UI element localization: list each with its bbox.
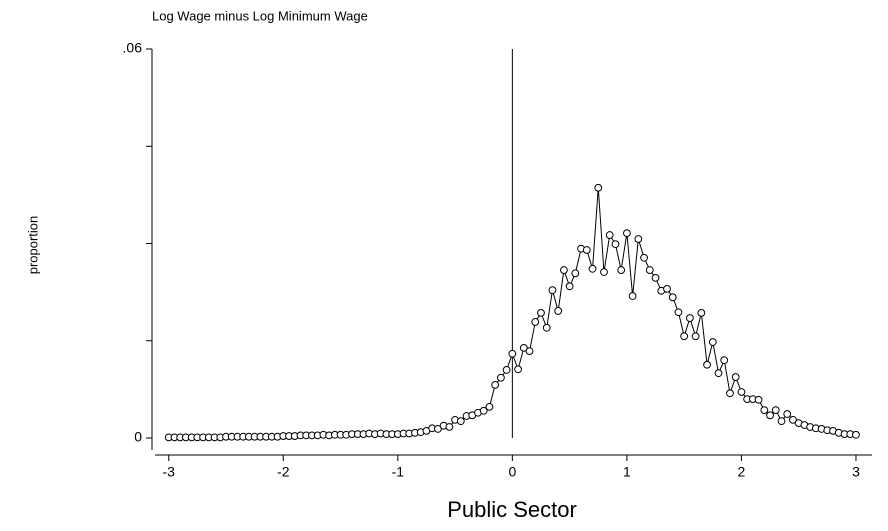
y-tick-label: .06 <box>123 40 143 56</box>
data-point <box>640 253 648 262</box>
data-point <box>789 415 797 424</box>
x-tick-label: 0 <box>508 464 516 480</box>
data-point <box>622 229 631 238</box>
x-tick-label: -3 <box>163 464 176 480</box>
data-point <box>485 402 494 411</box>
data-point <box>434 425 442 433</box>
x-tick-label: -2 <box>277 464 290 480</box>
data-point <box>714 369 723 378</box>
data-point <box>445 423 454 431</box>
data-point <box>766 411 774 420</box>
data-point <box>514 365 522 374</box>
data-point <box>502 366 511 374</box>
data-point <box>600 268 608 276</box>
data-point <box>548 286 557 295</box>
data-point <box>777 417 786 426</box>
x-tick-label: 2 <box>738 464 746 480</box>
data-point <box>537 308 545 317</box>
data-point <box>783 410 792 418</box>
data-point <box>571 269 580 278</box>
data-point <box>691 332 700 341</box>
data-point <box>491 380 500 389</box>
data-point <box>685 314 694 322</box>
data-point <box>594 183 603 192</box>
data-point <box>531 318 540 326</box>
data-point <box>708 338 717 346</box>
data-point <box>754 395 763 404</box>
data-point <box>497 373 505 382</box>
x-tick-label: -1 <box>392 464 405 480</box>
data-point <box>582 246 591 254</box>
data-point <box>588 264 597 273</box>
data-point <box>519 343 528 352</box>
data-point <box>697 308 706 317</box>
data-point <box>617 266 626 274</box>
data-point <box>565 282 574 291</box>
x-tick-label: 1 <box>623 464 631 480</box>
data-point <box>668 293 677 302</box>
data-point <box>674 308 683 317</box>
data-point <box>737 388 746 396</box>
data-point <box>611 240 620 249</box>
data-point <box>605 231 614 239</box>
data-point <box>726 389 734 398</box>
y-axis-label: proportion <box>25 216 40 275</box>
data-point <box>508 349 517 358</box>
data-point <box>663 284 671 293</box>
data-point <box>852 430 860 439</box>
data-point <box>554 307 563 315</box>
data-point <box>731 373 740 381</box>
x-tick-label: 3 <box>852 464 860 480</box>
data-point <box>456 417 465 426</box>
data-point <box>559 266 568 274</box>
data-point <box>634 235 643 243</box>
data-point <box>703 360 711 369</box>
data-point <box>645 266 654 274</box>
data-point <box>760 406 769 415</box>
data-point <box>525 347 534 356</box>
data-point <box>720 356 729 365</box>
chart-title: Log Wage minus Log Minimum Wage <box>152 8 368 23</box>
data-point <box>542 323 551 332</box>
data-point <box>479 406 488 415</box>
y-tick-label: 0 <box>134 429 142 445</box>
data-point <box>628 292 637 300</box>
data-point <box>771 406 780 415</box>
data-point <box>680 332 689 341</box>
x-axis-label: Public Sector <box>447 497 577 522</box>
data-point <box>651 273 660 282</box>
